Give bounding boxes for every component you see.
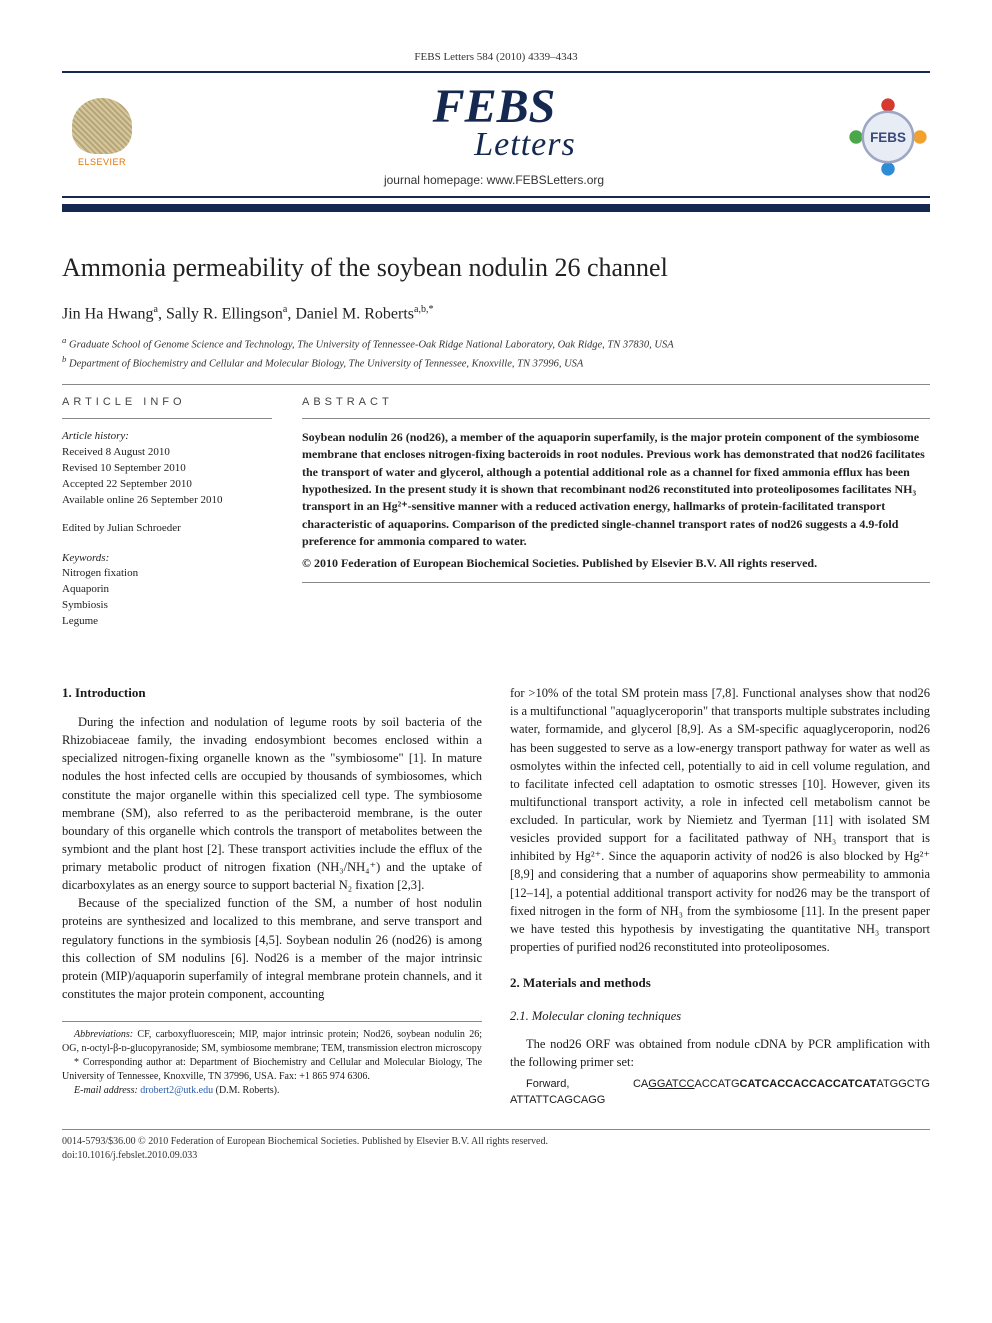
body-column-left: 1. Introduction During the infection and… — [62, 684, 482, 1109]
author-3: Daniel M. Roberts — [295, 305, 414, 322]
body-column-right: for >10% of the total SM protein mass [7… — [510, 684, 930, 1109]
rule-below-abstract — [302, 582, 930, 583]
abbreviations: Abbreviations: CF, carboxyfluorescein; M… — [62, 1028, 482, 1056]
primer-forward: Forward, CAGGATCCACCATGCATCACCACCACCATCA… — [510, 1077, 930, 1109]
keywords-head: Keywords: — [62, 551, 272, 567]
journal-reference: FEBS Letters 584 (2010) 4339–4343 — [62, 50, 930, 65]
history-online: Available online 26 September 2010 — [62, 493, 272, 509]
seal-text: FEBS — [870, 130, 906, 145]
history-head: Article history: — [62, 429, 272, 445]
history-accepted: Accepted 22 September 2010 — [62, 477, 272, 493]
history-revised: Revised 10 September 2010 — [62, 461, 272, 477]
keyword-4: Legume — [62, 614, 272, 630]
abstract-column: ABSTRACT Soybean nodulin 26 (nod26), a m… — [302, 385, 930, 630]
abstract-copyright: © 2010 Federation of European Biochemica… — [302, 555, 930, 572]
article-info-label: ARTICLE INFO — [62, 385, 272, 419]
elsevier-logo: ELSEVIER — [62, 98, 142, 176]
section-2-1-para-1: The nod26 ORF was obtained from nodule c… — [510, 1035, 930, 1071]
journal-title-small: Letters — [474, 122, 575, 168]
keyword-2: Aquaporin — [62, 582, 272, 598]
email-link[interactable]: drobert2@utk.edu — [140, 1085, 213, 1096]
affiliation-b: b Department of Biochemistry and Cellula… — [62, 354, 930, 372]
author-3-aff: a,b, — [414, 304, 428, 315]
page-footer: 0014-5793/$36.00 © 2010 Federation of Eu… — [62, 1129, 930, 1162]
section-1-para-2: Because of the specialized function of t… — [62, 894, 482, 1003]
author-3-corr: * — [428, 304, 433, 315]
section-1-title: 1. Introduction — [62, 684, 482, 703]
keyword-3: Symbiosis — [62, 598, 272, 614]
section-2-title: 2. Materials and methods — [510, 974, 930, 993]
footer-copyright: 0014-5793/$36.00 © 2010 Federation of Eu… — [62, 1135, 930, 1149]
email-line: E-mail address: drobert2@utk.edu (D.M. R… — [62, 1084, 482, 1098]
footnotes: Abbreviations: CF, carboxyfluorescein; M… — [62, 1021, 482, 1098]
abstract-text: Soybean nodulin 26 (nod26), a member of … — [302, 430, 925, 548]
author-2-aff: a — [283, 304, 287, 315]
section-1-para-1: During the infection and nodulation of l… — [62, 713, 482, 894]
journal-homepage[interactable]: journal homepage: www.FEBSLetters.org — [142, 172, 846, 188]
corresponding-author: * Corresponding author at: Department of… — [62, 1056, 482, 1084]
col2-para-1: for >10% of the total SM protein mass [7… — [510, 684, 930, 956]
author-2: Sally R. Ellingson — [166, 305, 283, 322]
journal-logo-center: FEBS Letters journal homepage: www.FEBSL… — [142, 87, 846, 188]
edited-by: Edited by Julian Schroeder — [62, 521, 272, 537]
header-bottom-bar — [62, 204, 930, 212]
febs-seal-icon: FEBS — [846, 95, 930, 179]
history-received: Received 8 August 2010 — [62, 445, 272, 461]
author-1-aff: a — [154, 304, 158, 315]
journal-header: ELSEVIER FEBS Letters journal homepage: … — [62, 71, 930, 198]
footer-doi: doi:10.1016/j.febslet.2010.09.033 — [62, 1149, 930, 1163]
affiliation-a: a Graduate School of Genome Science and … — [62, 335, 930, 353]
author-list: Jin Ha Hwanga, Sally R. Ellingsona, Dani… — [62, 303, 930, 325]
article-title: Ammonia permeability of the soybean nodu… — [62, 250, 930, 285]
abstract-label: ABSTRACT — [302, 385, 930, 419]
keyword-1: Nitrogen fixation — [62, 566, 272, 582]
section-2-1-title: 2.1. Molecular cloning techniques — [510, 1007, 930, 1025]
article-info-column: ARTICLE INFO Article history: Received 8… — [62, 385, 272, 630]
author-1: Jin Ha Hwang — [62, 305, 154, 322]
elsevier-tree-icon — [72, 98, 132, 154]
elsevier-label: ELSEVIER — [78, 156, 126, 168]
